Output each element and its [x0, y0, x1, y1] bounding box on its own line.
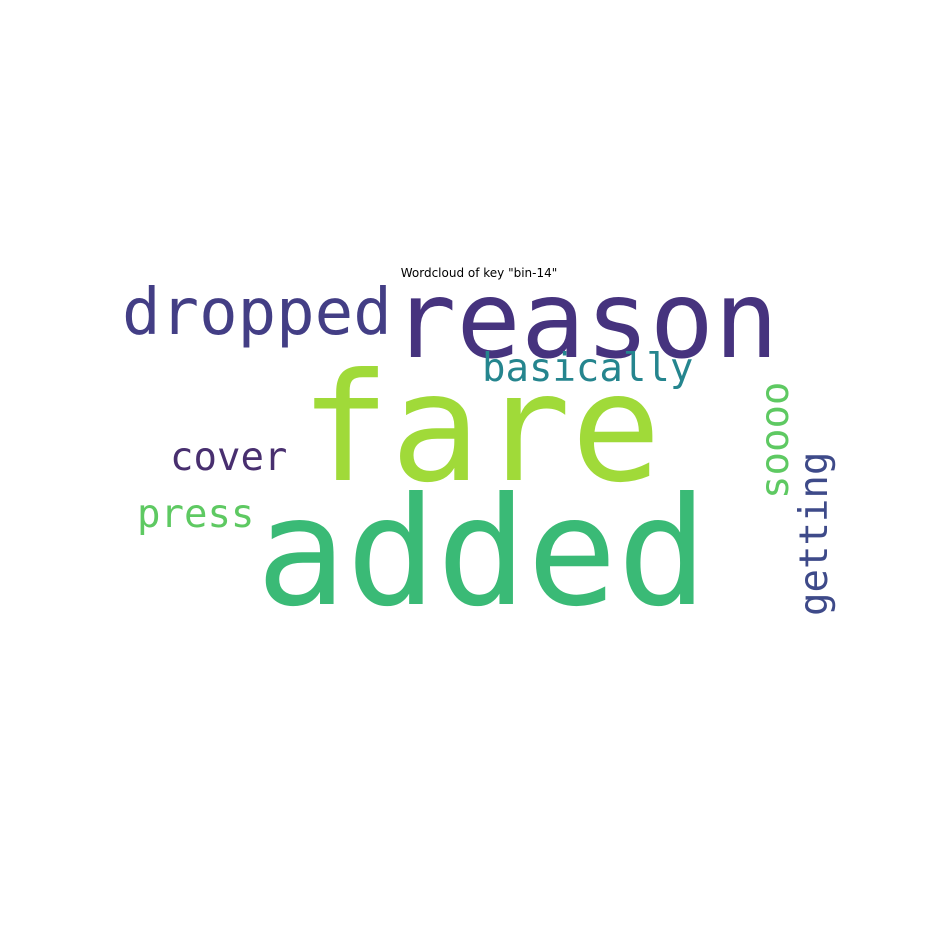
word-dropped: dropped — [122, 276, 392, 350]
word-soooo: soooo — [753, 381, 798, 499]
chart-title: Wordcloud of key "bin-14" — [400, 266, 558, 280]
word-fare: fare — [300, 342, 662, 516]
word-cover: cover — [170, 435, 288, 480]
word-reason: reason — [392, 259, 779, 383]
word-getting: getting — [792, 451, 837, 616]
word-press: press — [137, 492, 255, 537]
word-basically: basically — [482, 346, 694, 391]
word-added: added — [256, 466, 708, 640]
